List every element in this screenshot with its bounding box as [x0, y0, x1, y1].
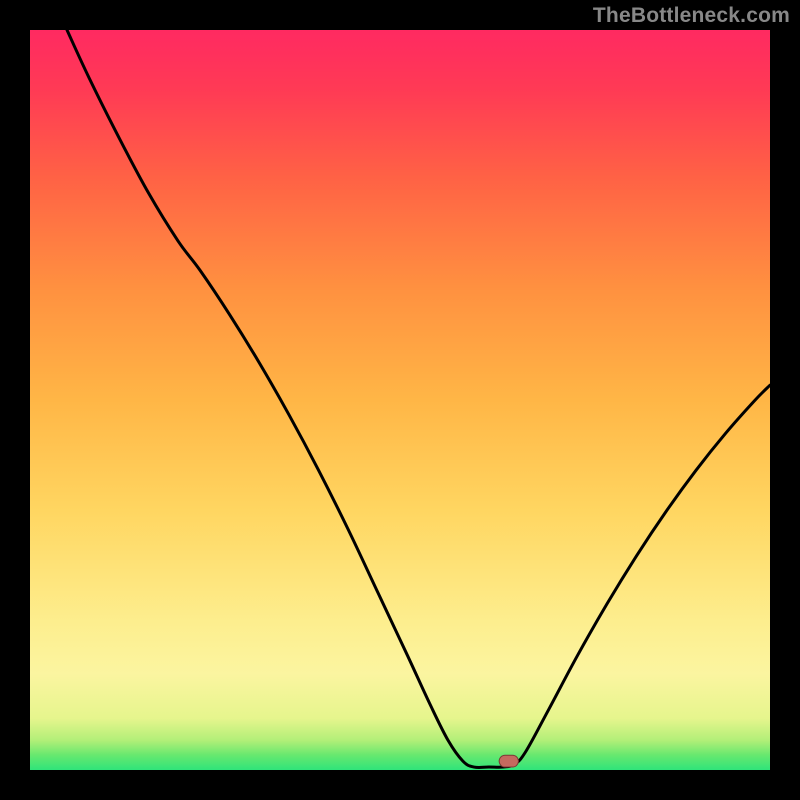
gradient-background — [30, 30, 770, 770]
chart-plot-area — [30, 30, 770, 770]
chart-frame: TheBottleneck.com — [0, 0, 800, 800]
chart-svg — [30, 30, 770, 770]
watermark-text: TheBottleneck.com — [593, 4, 790, 28]
optimum-marker — [499, 755, 518, 767]
